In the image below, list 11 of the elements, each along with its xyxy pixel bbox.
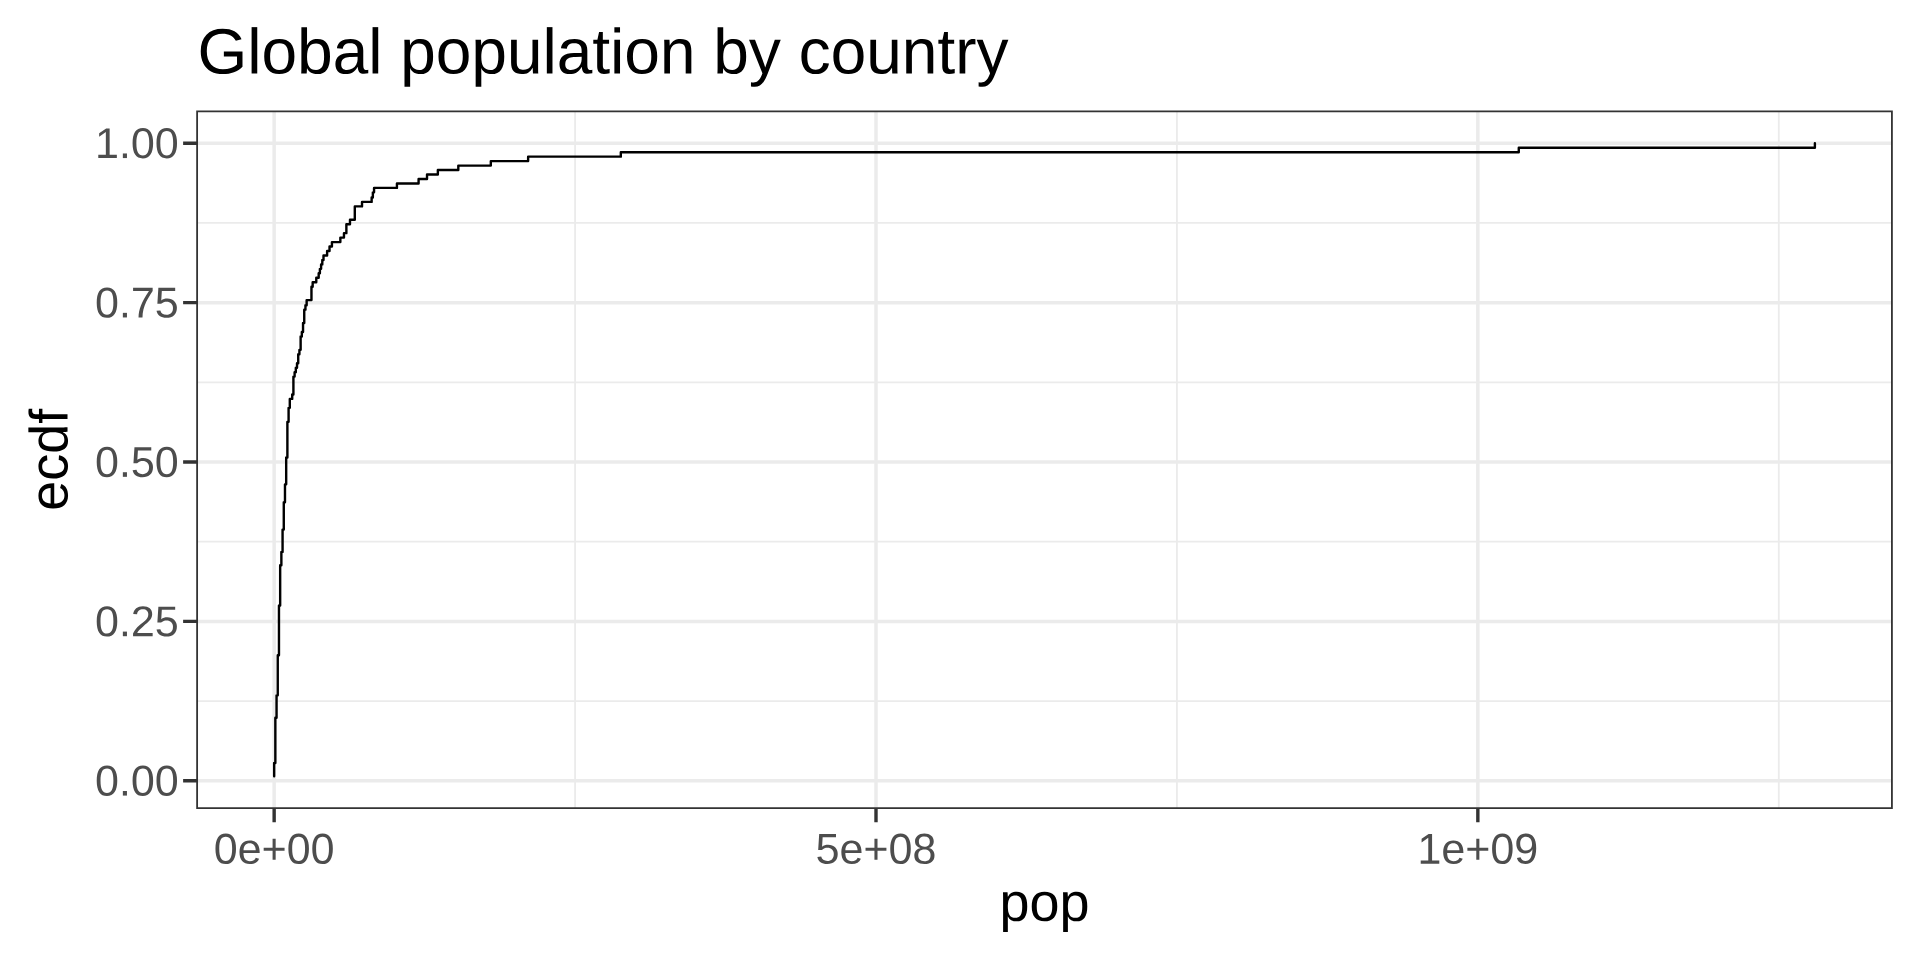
x-tick-label: 5e+08 bbox=[817, 833, 935, 865]
y-tick-label: 1.00 bbox=[98, 128, 178, 159]
y-tick-label: 0.75 bbox=[96, 287, 177, 318]
y-tick-label: 0.25 bbox=[96, 606, 177, 637]
x-tick-label: 0e+00 bbox=[215, 833, 333, 865]
x-axis-title: pop bbox=[1002, 891, 1088, 932]
y-tick-label: 0.00 bbox=[96, 765, 178, 796]
x-tick-label: 1e+09 bbox=[1420, 833, 1537, 865]
chart-title: Global population by country bbox=[200, 27, 1009, 87]
y-tick-label: 0.50 bbox=[96, 446, 178, 478]
y-axis-title: ecdf bbox=[28, 408, 69, 509]
